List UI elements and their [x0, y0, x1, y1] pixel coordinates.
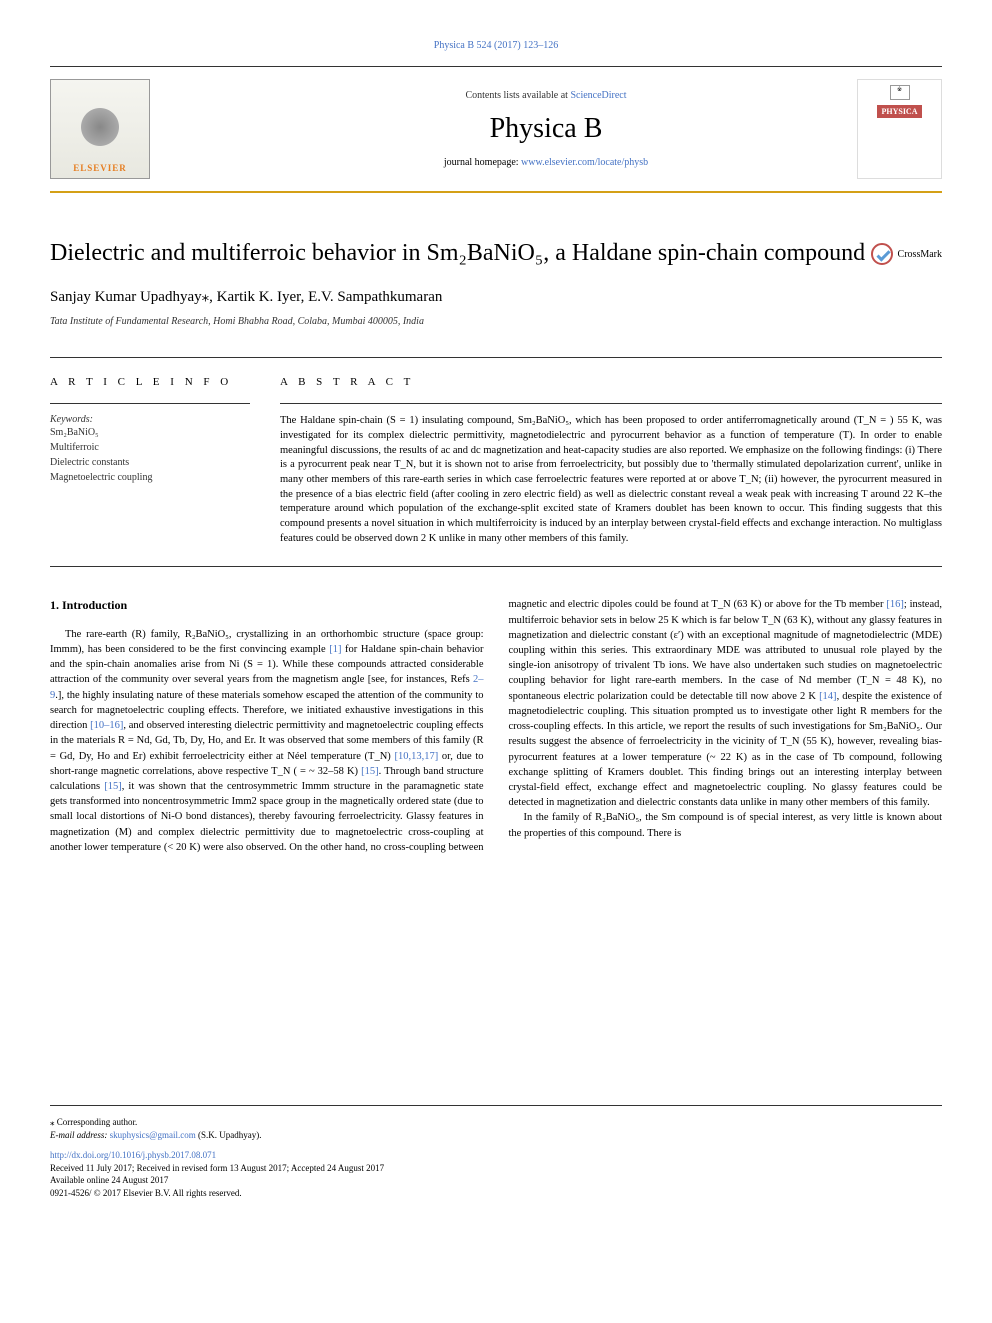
abstract-column: A B S T R A C T The Haldane spin-chain (…	[280, 376, 942, 546]
email-line: E-mail address: skuphysics@gmail.com (S.…	[50, 1129, 942, 1142]
reference-link[interactable]: [10,13,17]	[394, 751, 438, 762]
crossmark-label: CrossMark	[898, 249, 942, 260]
elsevier-logo: ELSEVIER	[50, 79, 150, 179]
copyright-line: 0921-4526/ © 2017 Elsevier B.V. All righ…	[50, 1187, 942, 1200]
authors: Sanjay Kumar Upadhyay⁎, Kartik K. Iyer, …	[50, 287, 942, 306]
header-center: Contents lists available at ScienceDirec…	[150, 90, 942, 168]
email-link[interactable]: skuphysics@gmail.com	[110, 1130, 196, 1140]
reference-link[interactable]: [14]	[819, 691, 837, 702]
email-label: E-mail address:	[50, 1130, 110, 1140]
keyword-item: Magnetoelectric coupling	[50, 470, 250, 485]
contents-available: Contents lists available at ScienceDirec…	[150, 90, 942, 101]
top-citation: Physica B 524 (2017) 123–126	[50, 40, 942, 51]
footer: ⁎ Corresponding author. E-mail address: …	[50, 1105, 942, 1200]
keywords-label: Keywords:	[50, 414, 250, 425]
elsevier-tree-icon	[70, 103, 130, 163]
affiliation: Tata Institute of Fundamental Research, …	[50, 316, 942, 327]
abstract-text: The Haldane spin-chain (S = 1) insulatin…	[280, 403, 942, 546]
article-header: CrossMark Dielectric and multiferroic be…	[50, 238, 942, 327]
available-line: Available online 24 August 2017	[50, 1174, 942, 1187]
reference-link[interactable]: [1]	[329, 644, 341, 655]
intro-heading: 1. Introduction	[50, 597, 484, 614]
keyword-item: Dielectric constants	[50, 455, 250, 470]
homepage-link[interactable]: www.elsevier.com/locate/physb	[521, 157, 648, 168]
article-info-column: A R T I C L E I N F O Keywords: Sm₂BaNiO…	[50, 376, 250, 546]
journal-title: Physica B	[150, 113, 942, 145]
reference-link[interactable]: [15]	[104, 781, 122, 792]
sciencedirect-link[interactable]: ScienceDirect	[570, 90, 626, 101]
elsevier-label: ELSEVIER	[73, 163, 127, 173]
received-line: Received 11 July 2017; Received in revis…	[50, 1162, 942, 1175]
text-run: ; instead, multiferroic behavior sets in…	[509, 599, 943, 701]
doi-line: http://dx.doi.org/10.1016/j.physb.2017.0…	[50, 1149, 942, 1162]
abstract-heading: A B S T R A C T	[280, 376, 942, 388]
keyword-item: Multiferroic	[50, 440, 250, 455]
keyword-item: Sm₂BaNiO₅	[50, 425, 250, 440]
article-title: Dielectric and multiferroic behavior in …	[50, 238, 942, 269]
crossmark-widget[interactable]: CrossMark	[871, 243, 942, 265]
body-paragraph: In the family of R₂BaNiO₅, the Sm compou…	[509, 810, 943, 840]
crossmark-icon	[871, 243, 893, 265]
email-name: (S.K. Upadhyay).	[196, 1130, 262, 1140]
article-info-heading: A R T I C L E I N F O	[50, 376, 250, 388]
physica-symbol-icon: ※	[890, 85, 910, 100]
reference-link[interactable]: [10–16]	[90, 720, 123, 731]
physica-badge: PHYSICA	[877, 105, 921, 118]
section-divider	[50, 566, 942, 567]
reference-link[interactable]: [16]	[886, 599, 904, 610]
keywords-section: Keywords: Sm₂BaNiO₅ Multiferroic Dielect…	[50, 403, 250, 485]
text-run: , despite the existence of magnetodielec…	[509, 691, 943, 809]
corresponding-author: ⁎ Corresponding author.	[50, 1116, 942, 1129]
homepage-label: journal homepage:	[444, 157, 521, 168]
info-abstract: A R T I C L E I N F O Keywords: Sm₂BaNiO…	[50, 357, 942, 546]
contents-text: Contents lists available at	[465, 90, 570, 101]
journal-header: ELSEVIER Contents lists available at Sci…	[50, 66, 942, 193]
reference-link[interactable]: [15]	[361, 766, 379, 777]
doi-link[interactable]: http://dx.doi.org/10.1016/j.physb.2017.0…	[50, 1150, 216, 1160]
article-body: 1. Introduction The rare-earth (R) famil…	[50, 597, 942, 855]
homepage-text: journal homepage: www.elsevier.com/locat…	[150, 157, 942, 168]
physica-logo: ※ PHYSICA	[857, 79, 942, 179]
